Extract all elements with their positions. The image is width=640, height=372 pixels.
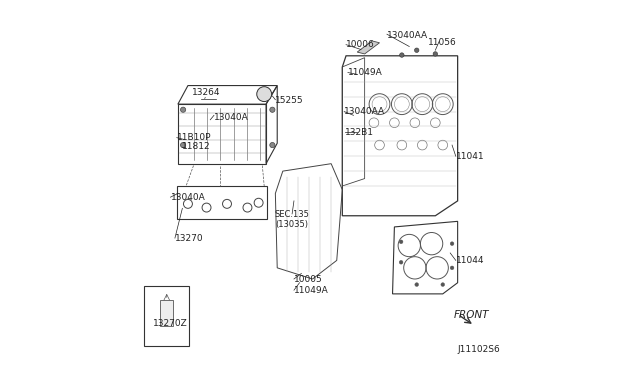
Circle shape bbox=[180, 142, 186, 148]
Text: 11B10P: 11B10P bbox=[177, 133, 211, 142]
Text: 13270Z: 13270Z bbox=[153, 319, 188, 328]
Text: 13040AA: 13040AA bbox=[387, 31, 428, 40]
Text: 13040A: 13040A bbox=[170, 193, 205, 202]
Text: 11812: 11812 bbox=[182, 142, 211, 151]
Text: 13270: 13270 bbox=[175, 234, 204, 243]
Text: 132B1: 132B1 bbox=[346, 128, 374, 137]
Polygon shape bbox=[160, 300, 173, 326]
Text: 13264: 13264 bbox=[192, 88, 221, 97]
Circle shape bbox=[433, 52, 438, 56]
Text: 15255: 15255 bbox=[275, 96, 304, 105]
Text: 13040A: 13040A bbox=[214, 113, 249, 122]
Circle shape bbox=[415, 283, 419, 286]
Circle shape bbox=[399, 260, 403, 264]
Circle shape bbox=[415, 48, 419, 52]
Text: 10005: 10005 bbox=[294, 275, 323, 283]
Circle shape bbox=[441, 283, 445, 286]
Text: 13040AA: 13040AA bbox=[344, 107, 385, 116]
Circle shape bbox=[180, 107, 186, 112]
Circle shape bbox=[270, 107, 275, 112]
Circle shape bbox=[399, 240, 403, 244]
Text: 11049A: 11049A bbox=[348, 68, 383, 77]
Circle shape bbox=[450, 266, 454, 270]
Text: 11041: 11041 bbox=[456, 152, 484, 161]
Text: 11056: 11056 bbox=[428, 38, 456, 47]
Text: 10006: 10006 bbox=[346, 40, 375, 49]
Circle shape bbox=[399, 53, 404, 57]
Circle shape bbox=[270, 142, 275, 148]
Bar bbox=[145, 286, 189, 346]
Text: 11044: 11044 bbox=[456, 256, 484, 265]
Circle shape bbox=[450, 242, 454, 246]
Text: J11102S6: J11102S6 bbox=[458, 345, 500, 354]
Text: SEC.135
(13035): SEC.135 (13035) bbox=[275, 210, 310, 229]
Text: 11049A: 11049A bbox=[294, 286, 329, 295]
Text: FRONT: FRONT bbox=[454, 311, 490, 320]
Circle shape bbox=[257, 87, 271, 102]
Polygon shape bbox=[357, 41, 380, 54]
